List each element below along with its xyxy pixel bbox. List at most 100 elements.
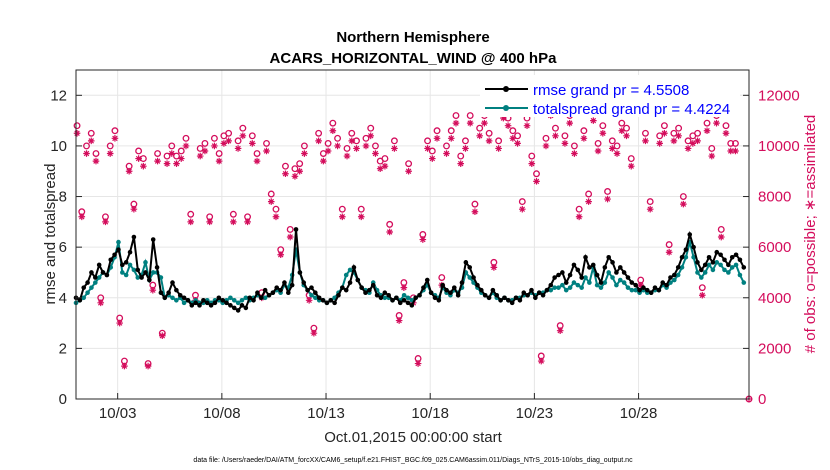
y2-tick-label: 6000	[758, 239, 791, 256]
rmse-point	[139, 275, 144, 280]
obs-assimilated-marker	[500, 114, 507, 122]
obs-assimilated-marker	[97, 299, 105, 307]
obs-possible-marker	[675, 124, 683, 132]
spread-point	[691, 254, 696, 260]
obs-assimilated-marker	[234, 145, 242, 152]
obs-assimilated-marker	[116, 319, 123, 327]
obs-assimilated-marker	[542, 142, 550, 150]
obs-assimilated-marker	[447, 135, 455, 142]
rmse-point	[575, 267, 581, 273]
obs-possible-marker	[495, 137, 503, 145]
obs-assimilated-marker	[111, 135, 119, 142]
obs-possible-marker	[177, 147, 185, 155]
obs-possible-marker	[348, 129, 356, 137]
spread-point	[231, 298, 237, 303]
obs-assimilated-marker	[78, 213, 86, 221]
spread-point	[617, 277, 623, 283]
rmse-point	[475, 282, 480, 288]
rmse-point	[529, 287, 534, 293]
y2-tick-label: 10000	[758, 138, 800, 155]
spread-point	[710, 267, 716, 273]
obs-assimilated-marker	[362, 142, 370, 150]
obs-assimilated-marker	[533, 178, 540, 185]
rmse-point	[479, 287, 484, 293]
obs-assimilated-marker	[495, 145, 502, 152]
rmse-point	[328, 298, 334, 303]
rmse-point	[282, 280, 287, 285]
obs-possible-marker	[471, 200, 479, 208]
rmse-point	[197, 303, 202, 308]
spread-point	[598, 285, 604, 290]
spread-point	[621, 280, 627, 285]
rmse-point	[147, 277, 152, 283]
rmse-point	[231, 305, 237, 311]
obs-possible-marker	[665, 241, 673, 249]
obs-assimilated-marker	[182, 142, 190, 150]
rmse-point	[293, 227, 299, 232]
spread-point	[733, 262, 739, 268]
rmse-point	[436, 298, 442, 303]
obs-assimilated-marker	[277, 251, 285, 259]
obs-assimilated-marker	[599, 129, 607, 137]
obs-assimilated-marker	[642, 137, 649, 145]
rmse-point	[297, 270, 303, 275]
spread-point	[382, 295, 388, 301]
spread-point	[594, 282, 600, 288]
spread-point	[567, 285, 573, 290]
rmse-point	[428, 290, 434, 296]
obs-possible-marker	[201, 139, 209, 147]
y-tick-label: 8	[59, 189, 67, 206]
spread-point	[606, 270, 611, 275]
obs-possible-marker	[367, 124, 375, 132]
obs-possible-marker	[509, 127, 517, 135]
rmse-point	[313, 290, 318, 296]
y-tick-label: 2	[59, 340, 67, 357]
spread-point	[610, 275, 615, 280]
obs-assimilated-marker	[353, 145, 360, 152]
obs-assimilated-marker	[201, 147, 209, 155]
obs-assimilated-marker	[594, 147, 602, 155]
obs-assimilated-marker	[703, 127, 711, 135]
obs-assimilated-marker	[386, 228, 393, 236]
obs-assimilated-marker	[173, 160, 180, 167]
rmse-point	[405, 300, 411, 306]
rmse-point	[548, 282, 554, 288]
rmse-point	[216, 295, 222, 301]
obs-assimilated-marker	[357, 213, 365, 221]
obs-possible-marker	[570, 142, 578, 150]
obs-possible-marker	[225, 129, 233, 137]
obs-possible-marker	[106, 142, 114, 150]
obs-assimilated-marker	[83, 150, 90, 157]
obs-assimilated-marker	[215, 157, 223, 165]
obs-possible-marker	[334, 134, 342, 142]
rmse-point	[625, 275, 631, 280]
obs-possible-marker	[210, 134, 218, 142]
obs-possible-marker	[518, 198, 526, 206]
rmse-point	[432, 295, 438, 301]
rmse-point	[309, 285, 314, 290]
obs-assimilated-marker	[509, 135, 517, 142]
rmse-point	[440, 282, 446, 288]
obs-assimilated-marker	[291, 172, 299, 180]
spread-point	[135, 275, 141, 280]
obs-assimilated-marker	[717, 233, 725, 241]
obs-possible-marker	[594, 139, 602, 147]
obs-possible-marker	[447, 127, 455, 135]
obs-assimilated-marker	[159, 332, 166, 340]
rmse-point	[506, 298, 511, 303]
rmse-point	[587, 265, 592, 270]
rmse-point	[552, 275, 557, 280]
rmse-point	[239, 303, 245, 308]
spread-point	[131, 267, 137, 273]
obs-possible-marker	[381, 155, 389, 163]
spread-point	[625, 285, 631, 290]
x-tick-label: 10/08	[203, 405, 241, 422]
x-tick-label: 10/23	[516, 405, 554, 422]
obs-assimilated-marker	[556, 327, 564, 334]
rmse-point	[455, 292, 461, 298]
rmse-point	[540, 292, 546, 298]
rmse-point	[347, 280, 353, 285]
rmse-point	[417, 292, 422, 298]
obs-assimilated-marker	[722, 129, 730, 137]
obs-assimilated-marker	[590, 117, 597, 124]
